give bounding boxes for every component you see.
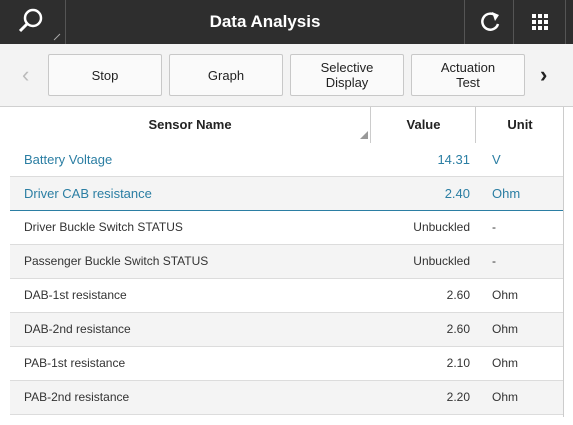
title: Data Analysis [209,12,321,31]
sensor-name: Battery Voltage [24,152,113,167]
sensor-name: Driver CAB resistance [24,186,152,201]
toolbar: ‹ › Stop Graph Selective Display Actuation … [0,44,573,107]
refresh-button[interactable] [464,0,514,44]
sensor-unit: Ohm [492,186,521,201]
menu-button[interactable] [514,0,566,44]
sensor-value: 2.10 [446,356,470,370]
search-button[interactable] [0,0,66,44]
grid-icon [532,14,548,30]
toolbar-button[interactable]: Stop [48,54,162,96]
toolbar-button[interactable]: Actuation Test [411,54,525,96]
sensor-value: 2.60 [446,322,470,336]
sensor-name: PAB-1st resistance [24,356,126,370]
toolbar-button[interactable]: Graph [169,54,283,96]
table-row[interactable]: DAB-1st resistance 2.60 Ohm [10,279,563,313]
sensor-name: PAB-2nd resistance [24,390,130,404]
sensor-unit: V [492,152,501,167]
top-bar: Data Analysis [0,0,573,44]
sensor-name: DAB-1st resistance [24,288,127,302]
sensor-value: 14.31 [437,152,470,167]
sensor-value: 2.60 [446,288,470,302]
sensor-unit: Ohm [492,390,519,404]
sensor-name: Driver Buckle Switch STATUS [24,220,183,234]
sensor-value: 2.40 [444,186,470,201]
sensor-unit: - [492,254,496,268]
sensor-unit: - [492,220,496,234]
sensor-value: 2.20 [446,390,470,404]
toolbar-button[interactable]: Selective Display [290,54,404,96]
table-row[interactable]: Battery Voltage 14.31 V [10,143,563,177]
next-arrow[interactable]: › [540,62,548,87]
column-header: Unit [475,107,564,143]
prev-arrow[interactable]: ‹ [22,62,30,87]
sensor-value: Unbuckled [413,220,470,234]
table: Sensor Name Value Unit Battery Voltage 14… [10,107,564,417]
sensor-unit: Ohm [492,322,519,336]
table-row[interactable]: Driver Buckle Switch STATUS Unbuckled - [10,211,563,245]
table-row[interactable]: DAB-2nd resistance 2.60 Ohm [10,313,563,347]
sensor-value: Unbuckled [413,254,470,268]
refresh-icon [481,12,500,31]
column-header: Sensor Name [148,117,232,132]
table-row[interactable]: Passenger Buckle Switch STATUS Unbuckled - [10,245,563,279]
table-row[interactable]: Driver CAB resistance 2.40 Ohm [10,177,563,211]
column-header: Value [370,107,476,143]
table-row[interactable]: PAB-2nd resistance 2.20 Ohm [10,381,563,415]
sensor-name: DAB-2nd resistance [24,322,131,336]
sensor-unit: Ohm [492,288,519,302]
sensor-unit: Ohm [492,356,519,370]
search-icon [18,8,61,41]
sort-icon [360,131,368,139]
sensor-name: Passenger Buckle Switch STATUS [24,254,209,268]
table-row[interactable]: PAB-1st resistance 2.10 Ohm [10,347,563,381]
